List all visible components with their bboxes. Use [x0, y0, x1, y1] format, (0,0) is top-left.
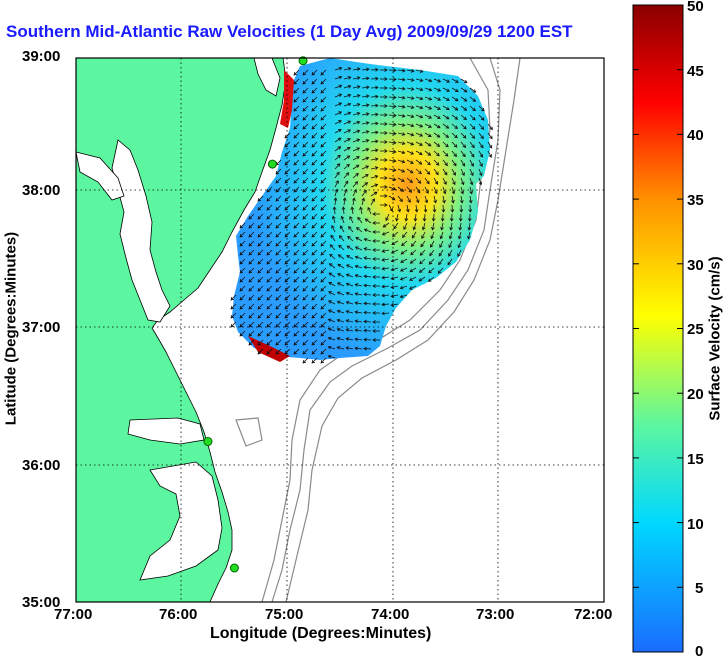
- x-tick-label: 75:00: [265, 606, 303, 623]
- y-tick-label: 38:00: [22, 182, 60, 199]
- radar-station-marker: [230, 564, 238, 572]
- radar-station-marker: [268, 160, 276, 168]
- colorbar-tick-label: 50: [687, 0, 704, 15]
- radar-station-marker: [204, 438, 212, 446]
- colorbar-tick-label: 30: [687, 257, 704, 274]
- colorbar-tick-label: 20: [687, 386, 704, 403]
- y-axis-label: Latitude (Degrees:Minutes): [3, 214, 20, 444]
- x-tick-label: 76:00: [159, 606, 197, 623]
- colorbar-tick-label: 45: [687, 63, 704, 80]
- y-tick-label: 39:00: [22, 48, 60, 65]
- colorbar: [633, 5, 683, 652]
- x-axis-label: Longitude (Degrees:Minutes): [210, 625, 431, 643]
- y-tick-label: 36:00: [22, 457, 60, 474]
- x-tick-label: 73:00: [476, 606, 514, 623]
- colorbar-label: Surface Velocity (cm/s): [707, 224, 724, 454]
- y-tick-label: 37:00: [22, 319, 60, 336]
- colorbar-tick-label: 25: [687, 321, 704, 338]
- x-tick-label: 72:00: [574, 606, 612, 623]
- x-tick-label: 77:00: [54, 606, 92, 623]
- colorbar-tick-label: 10: [687, 516, 704, 533]
- colorbar-tick-label: 40: [687, 127, 704, 144]
- colorbar-tick-label: 15: [687, 451, 704, 468]
- colorbar-tick-label: 5: [695, 580, 703, 597]
- x-tick-label: 74:00: [371, 606, 409, 623]
- colorbar-tick-label: 35: [687, 192, 704, 209]
- colorbar-tick-label: 0: [695, 643, 703, 660]
